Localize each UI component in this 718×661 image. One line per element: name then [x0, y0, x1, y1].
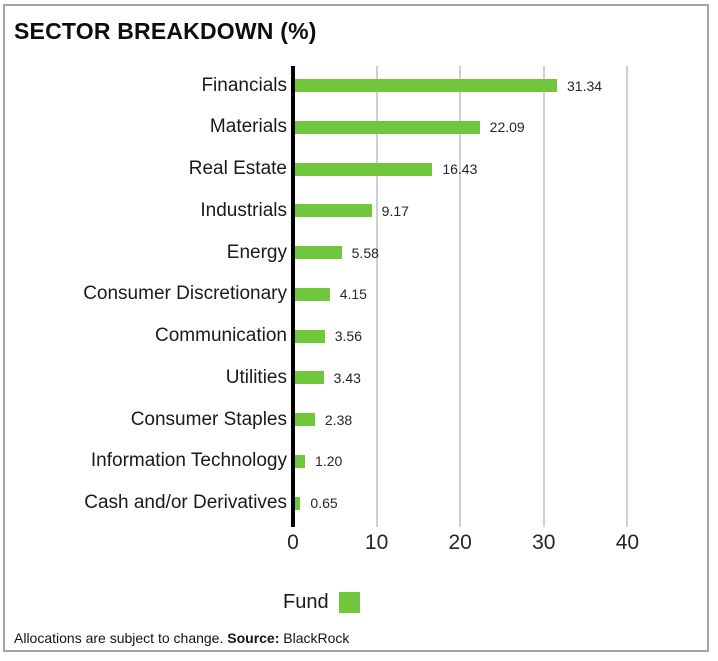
footnote-text: Allocations are subject to change.: [14, 630, 228, 646]
legend-label-fund: Fund: [283, 591, 329, 613]
footnote-source-value: BlackRock: [279, 630, 350, 646]
legend-swatch-icon: [338, 592, 360, 613]
chart-title: SECTOR BREAKDOWN (%): [14, 18, 317, 44]
chart-card-frame: [3, 4, 709, 652]
footnote: Allocations are subject to change. Sourc…: [14, 630, 349, 646]
legend: Fund: [283, 591, 360, 614]
footnote-source-label: Source:: [227, 630, 280, 646]
